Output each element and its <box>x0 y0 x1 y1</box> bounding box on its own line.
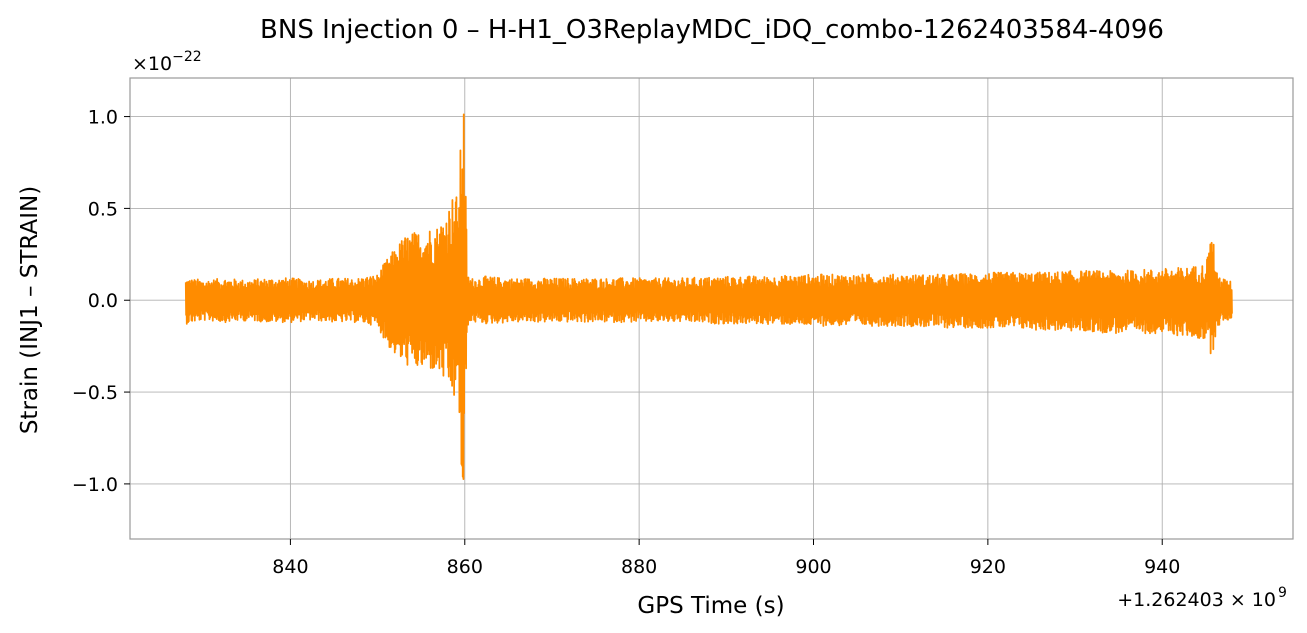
x-tick-label: 880 <box>621 556 657 578</box>
y-axis-ticks: −1.0 −0.5 0.0 0.5 1.0 <box>72 107 130 496</box>
y-tick-label: −0.5 <box>72 382 118 404</box>
x-tick-label: 920 <box>970 556 1006 578</box>
x-tick-label: 940 <box>1144 556 1180 578</box>
y-tick-label: 1.0 <box>88 107 118 129</box>
plot-frame <box>129 77 1294 540</box>
x-axis-ticks: 840 860 880 900 920 940 <box>272 539 1180 578</box>
strain-series-line <box>184 113 1233 480</box>
x-offset-exponent: 9 <box>1278 585 1287 601</box>
y-tick-label: 0.5 <box>88 198 118 220</box>
y-tick-label: 0.0 <box>88 290 118 312</box>
x-axis-label: GPS Time (s) <box>637 593 784 619</box>
y-scale-annotation: ×10−22 <box>132 49 202 75</box>
y-scale-base: ×10 <box>132 53 172 75</box>
x-tick-label: 840 <box>272 556 308 578</box>
x-tick-label: 860 <box>447 556 483 578</box>
chart-title: BNS Injection 0 – H-H1_O3ReplayMDC_iDQ_c… <box>260 15 1164 45</box>
x-offset-annotation: +1.262403 × 10 <box>1117 589 1276 611</box>
series-layer <box>184 113 1233 480</box>
x-offset-base: +1.262403 × 10 <box>1117 589 1276 611</box>
y-axis-label: Strain (INJ1 – STRAIN) <box>17 186 43 434</box>
y-tick-label: −1.0 <box>72 474 118 496</box>
x-tick-label: 900 <box>795 556 831 578</box>
y-scale-exponent: −22 <box>172 49 202 65</box>
